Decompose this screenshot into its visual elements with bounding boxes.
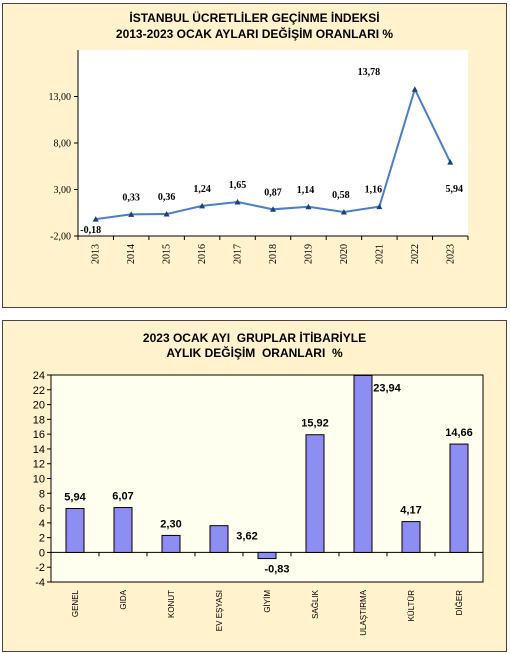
data-label: 2,30: [160, 518, 181, 530]
x-tick-label: SAĞLIK: [311, 589, 320, 619]
x-tick-label: 2020: [339, 244, 350, 264]
data-point-marker: [92, 216, 99, 222]
data-point-marker: [270, 206, 276, 212]
y-tick-label: 16: [33, 429, 45, 441]
data-label: 0,36: [158, 192, 176, 203]
y-tick-label: 20: [33, 400, 45, 412]
data-label: 4,17: [400, 505, 421, 517]
y-tick-label: 0: [39, 547, 45, 559]
x-tick-label: EV EŞYASI: [215, 590, 224, 631]
bar: [209, 525, 229, 553]
y-tick-label: -4: [35, 577, 45, 589]
data-label: 5,94: [64, 492, 86, 504]
chart1-title: İSTANBUL ÜCRETLİLER GEÇİNME İNDEKSİ: [129, 11, 380, 25]
data-label: 1,16: [365, 185, 383, 196]
data-label: 15,92: [301, 418, 329, 430]
x-tick-label: 2015: [162, 244, 173, 264]
y-tick-label: 3,00: [54, 185, 72, 196]
data-point-marker: [163, 211, 170, 217]
data-label: 0,58: [332, 190, 350, 201]
line-chart: -2,00 3,00 8,00 13,00 2013 2014 2015 2016 2017 20…: [49, 50, 469, 264]
chart2-subtitle: AYLIK DEĞİŞİM ORANLARI %: [166, 346, 343, 360]
x-tick-label: 2014: [126, 244, 137, 264]
bar: [257, 551, 277, 560]
x-tick-label: 2013: [91, 244, 102, 264]
y-tick-label: 14: [33, 444, 45, 456]
data-point-marker: [340, 209, 347, 215]
x-tick-label: 2023: [445, 244, 456, 264]
data-point-marker: [305, 203, 312, 210]
y-tick-label: 6: [39, 503, 45, 515]
data-label: 1,24: [193, 184, 211, 195]
x-tick-label: KONUT: [167, 590, 176, 618]
x-tick-label: GENEL: [71, 589, 80, 617]
y-tick-label: 18: [33, 414, 45, 426]
data-point-marker: [411, 86, 418, 92]
bar: [65, 508, 85, 553]
bar: [353, 374, 373, 553]
data-label: -0,83: [264, 563, 289, 575]
line-chart-panel: İSTANBUL ÜCRETLİLER GEÇİNME İNDEKSİ 2013…: [2, 3, 507, 308]
data-label: 0,87: [264, 187, 282, 198]
data-point-marker: [376, 203, 383, 210]
x-tick-label: 2019: [303, 244, 314, 264]
x-tick-label: DİĞER: [455, 590, 464, 616]
x-tick-label: KÜLTÜR: [407, 590, 416, 622]
data-label: 1,14: [297, 185, 315, 196]
data-point-marker: [199, 202, 206, 209]
y-tick-label: -2: [35, 562, 45, 574]
data-label: 5,94: [446, 184, 464, 195]
x-tick-label: ULAŞTIRMA: [359, 589, 368, 635]
bar: [161, 534, 181, 553]
data-point-marker: [128, 211, 135, 217]
y-tick-label: 13,00: [49, 92, 72, 103]
bar-chart-panel: 2023 OCAK AYI GRUPLAR İTİBARİYLE AYLIK D…: [2, 320, 507, 652]
y-tick-label: 2: [39, 533, 45, 545]
plot-area: [78, 50, 468, 236]
data-label: 13,78: [358, 67, 381, 78]
bar: [305, 434, 325, 553]
x-tick-label: 2016: [197, 244, 208, 264]
x-tick-label: 2018: [268, 244, 279, 264]
y-tick-label: 22: [33, 385, 45, 397]
y-tick-label: 10: [33, 474, 45, 486]
x-tick-label: 2021: [374, 244, 385, 264]
chart1-subtitle: 2013-2023 OCAK AYLARI DEĞİŞİM ORANLARI %: [115, 27, 394, 41]
data-label: 0,33: [122, 192, 140, 203]
data-label: 3,62: [236, 531, 257, 543]
x-tick-label: GIDA: [119, 589, 128, 609]
y-tick-label: 4: [39, 518, 45, 530]
bar: [113, 507, 133, 553]
data-point-marker: [234, 199, 241, 205]
y-tick-label: -2,00: [50, 232, 71, 243]
bar: [401, 521, 421, 553]
bar: [449, 443, 469, 553]
chart2-title: 2023 OCAK AYI GRUPLAR İTİBARİYLE: [142, 331, 367, 345]
data-label: -0,18: [80, 225, 101, 236]
data-label: 1,65: [229, 180, 247, 191]
x-tick-label: 2022: [410, 244, 421, 264]
x-tick-label: 2017: [233, 244, 244, 264]
data-label: 14,66: [445, 427, 473, 439]
data-label: 23,94: [373, 382, 401, 394]
data-point-marker: [447, 159, 454, 165]
x-tick-label: GİYİM: [263, 590, 272, 613]
data-label: 6,07: [112, 491, 133, 503]
y-tick-label: 12: [33, 459, 45, 471]
y-tick-label: 24: [33, 370, 45, 382]
y-tick-label: 8: [39, 488, 45, 500]
y-tick-label: 8,00: [54, 139, 72, 150]
